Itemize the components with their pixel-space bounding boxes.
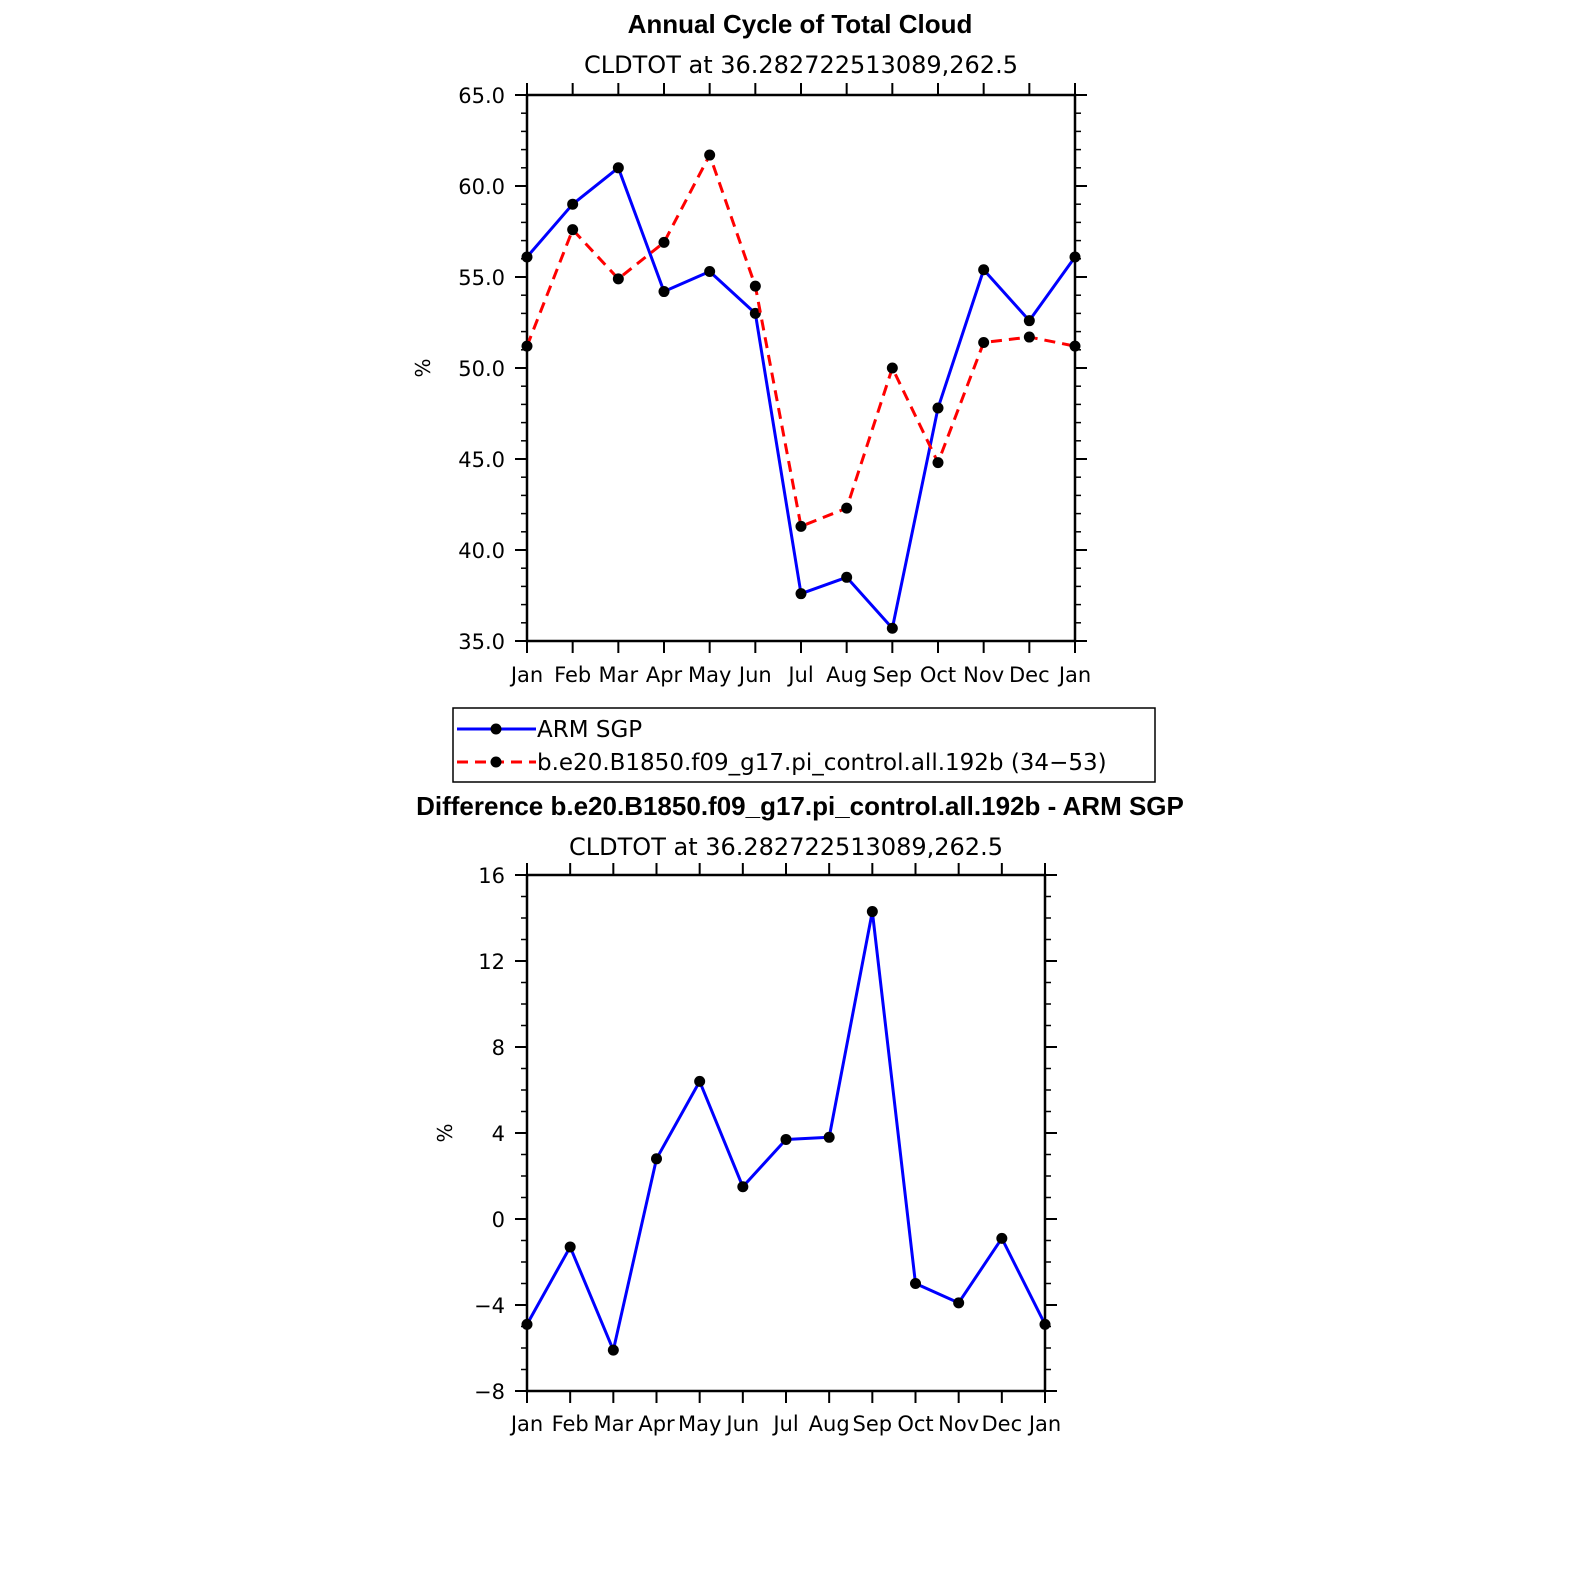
y-tick-label: 0 <box>492 1208 505 1232</box>
data-point <box>910 1278 921 1289</box>
data-point <box>567 198 579 210</box>
legend-box <box>452 707 1156 783</box>
x-tick-label: Oct <box>897 1412 933 1436</box>
chart-title: Difference b.e20.B1850.f09_g17.pi_contro… <box>416 791 1184 821</box>
x-tick-label: Mar <box>594 1412 634 1436</box>
x-tick-label: Jul <box>771 1412 798 1436</box>
data-point <box>1023 315 1035 327</box>
data-point <box>749 307 761 319</box>
x-tick-label: Jan <box>509 663 543 687</box>
data-point <box>651 1153 662 1165</box>
data-point <box>953 1297 965 1309</box>
x-tick-label: Aug <box>826 663 867 687</box>
data-point <box>780 1133 792 1145</box>
x-tick-label: Feb <box>552 1412 589 1436</box>
y-tick-label: 55.0 <box>458 266 505 290</box>
data-point <box>564 1241 576 1253</box>
data-point <box>567 224 579 236</box>
data-point <box>704 266 716 278</box>
data-point <box>932 402 944 414</box>
data-point <box>996 1232 1008 1244</box>
y-tick-label: 65.0 <box>458 84 505 108</box>
x-tick-label: Jun <box>737 663 772 687</box>
y-tick-label: −8 <box>474 1380 505 1404</box>
data-point <box>1023 331 1035 343</box>
chart-panel-1: Annual Cycle of Total Cloud CLDTOT at 36.… <box>411 9 1156 783</box>
y-axis-label: % <box>411 358 435 377</box>
chart-panel-2: Difference b.e20.B1850.f09_g17.pi_contro… <box>416 791 1184 1436</box>
data-point <box>866 906 878 918</box>
y-tick-label: 12 <box>478 950 505 974</box>
x-tick-label: Dec <box>982 1412 1023 1436</box>
y-tick-label: 16 <box>478 864 505 888</box>
data-point <box>932 457 944 469</box>
data-point <box>521 340 533 352</box>
data-point <box>737 1181 749 1193</box>
x-tick-label: Apr <box>638 1412 675 1436</box>
chart-title: Annual Cycle of Total Cloud <box>628 9 973 39</box>
data-point <box>795 588 807 600</box>
x-tick-label: Apr <box>646 663 683 687</box>
y-tick-label: −4 <box>474 1294 505 1318</box>
legend-label-1: ARM SGP <box>537 717 642 743</box>
data-point <box>658 286 670 298</box>
y-tick-label: 8 <box>492 1036 505 1060</box>
data-point <box>841 571 853 583</box>
data-point <box>749 280 761 292</box>
data-point <box>607 1344 619 1356</box>
x-tick-label: Nov <box>963 663 1004 687</box>
x-tick-label: Jun <box>724 1412 759 1436</box>
data-point <box>795 520 807 532</box>
data-point <box>1039 1318 1051 1330</box>
data-point <box>612 273 624 285</box>
x-tick-label: Mar <box>599 663 639 687</box>
data-point <box>823 1131 835 1143</box>
data-point <box>1069 251 1081 263</box>
x-tick-label: Nov <box>938 1412 979 1436</box>
legend-marker-2 <box>490 756 502 768</box>
x-tick-label: Jan <box>1027 1412 1061 1436</box>
data-point <box>978 264 990 276</box>
legend-marker-1 <box>490 723 502 735</box>
data-point <box>704 149 716 161</box>
data-point <box>978 337 990 349</box>
x-tick-label: Sep <box>873 663 913 687</box>
x-tick-label: Jul <box>786 663 813 687</box>
y-tick-label: 50.0 <box>458 357 505 381</box>
x-tick-label: Jan <box>1057 663 1091 687</box>
x-tick-label: Dec <box>1009 663 1050 687</box>
y-tick-label: 4 <box>492 1122 505 1146</box>
data-point <box>841 502 853 514</box>
x-tick-label: May <box>688 663 731 687</box>
legend-label-2: b.e20.B1850.f09_g17.pi_control.all.192b … <box>537 750 1107 776</box>
y-tick-label: 60.0 <box>458 175 505 199</box>
data-point <box>694 1075 706 1087</box>
y-axis-label: % <box>433 1123 457 1142</box>
x-tick-label: Feb <box>554 663 591 687</box>
data-point <box>1069 340 1081 352</box>
data-point <box>886 362 898 374</box>
y-tick-label: 35.0 <box>458 630 505 654</box>
x-tick-label: May <box>678 1412 721 1436</box>
data-point <box>612 162 624 174</box>
data-point <box>521 1318 533 1330</box>
x-tick-label: Sep <box>853 1412 893 1436</box>
x-tick-label: Oct <box>920 663 956 687</box>
legend: ARM SGP b.e20.B1850.f09_g17.pi_control.al… <box>452 707 1156 783</box>
data-point <box>521 251 533 263</box>
y-tick-label: 45.0 <box>458 448 505 472</box>
data-point <box>886 622 898 634</box>
chart-subtitle: CLDTOT at 36.282722513089,262.5 <box>584 51 1018 79</box>
chart-subtitle: CLDTOT at 36.282722513089,262.5 <box>569 833 1003 861</box>
x-tick-label: Aug <box>809 1412 850 1436</box>
y-tick-label: 40.0 <box>458 539 505 563</box>
x-tick-label: Jan <box>509 1412 543 1436</box>
data-point <box>658 236 670 248</box>
